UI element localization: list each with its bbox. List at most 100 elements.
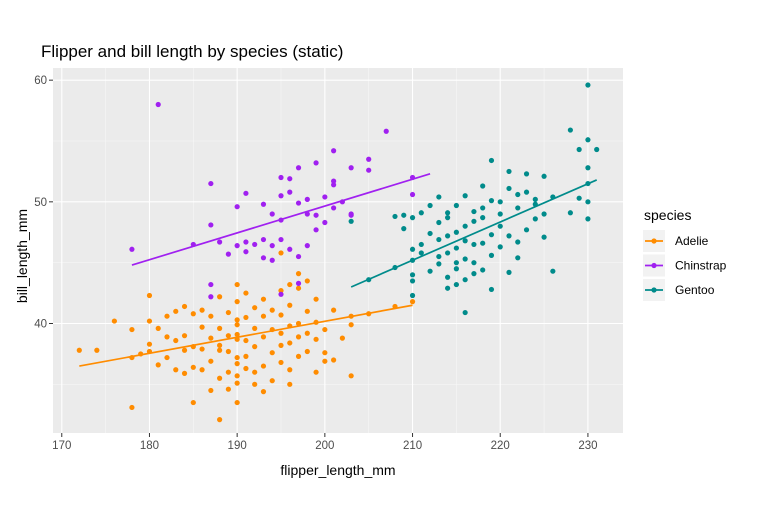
point-adelie — [287, 340, 293, 346]
point-gentoo — [480, 205, 486, 211]
point-adelie — [234, 281, 240, 288]
point-gentoo — [436, 219, 442, 226]
point-adelie — [278, 330, 284, 336]
point-gentoo — [506, 185, 512, 192]
point-chinstrap — [208, 294, 214, 300]
legend-title: species — [644, 207, 691, 223]
x-axis: 170 180 190 200 210 220 230 — [52, 433, 598, 452]
point-gentoo — [453, 202, 459, 209]
legend-item-chinstrap: Chinstrap — [643, 254, 727, 277]
point-gentoo — [436, 261, 442, 267]
point-adelie — [173, 337, 179, 344]
point-gentoo — [427, 202, 433, 209]
point-adelie — [146, 348, 153, 355]
point-gentoo — [532, 216, 538, 222]
point-gentoo — [515, 255, 521, 261]
point-gentoo — [392, 213, 398, 220]
legend-item-adelie: Adelie — [643, 230, 709, 252]
point-adelie — [409, 299, 416, 305]
point-gentoo — [576, 146, 582, 153]
point-adelie — [234, 373, 240, 379]
point-chinstrap — [269, 211, 275, 217]
point-gentoo — [409, 215, 416, 221]
fit-line-gentoo — [350, 179, 598, 288]
point-adelie — [322, 358, 328, 364]
y-axis: 40 50 60 — [34, 75, 53, 331]
point-adelie — [304, 330, 310, 336]
point-gentoo — [585, 216, 591, 222]
point-gentoo — [541, 211, 547, 217]
x-tick-label: 170 — [52, 440, 71, 452]
point-adelie — [278, 250, 284, 256]
legend-item-gentoo: Gentoo — [643, 279, 715, 301]
point-adelie — [260, 296, 267, 302]
point-gentoo — [488, 157, 495, 164]
x-axis-title: flipper_length_mm — [280, 462, 395, 478]
point-gentoo — [488, 198, 495, 204]
point-gentoo — [401, 226, 407, 232]
point-adelie — [366, 311, 372, 317]
point-adelie — [260, 313, 267, 319]
point-adelie — [234, 354, 240, 361]
point-adelie — [278, 342, 284, 348]
point-gentoo — [585, 199, 591, 205]
point-gentoo — [506, 168, 512, 175]
point-gentoo — [515, 205, 521, 211]
point-gentoo — [480, 183, 486, 189]
point-adelie — [208, 313, 214, 319]
point-adelie — [111, 318, 117, 324]
point-gentoo — [523, 189, 530, 195]
point-chinstrap — [208, 281, 214, 288]
point-adelie — [260, 389, 267, 395]
point-adelie — [260, 334, 267, 340]
point-gentoo — [532, 201, 538, 207]
point-adelie — [278, 359, 284, 366]
point-adelie — [225, 369, 231, 375]
point-adelie — [295, 285, 302, 291]
point-chinstrap — [278, 291, 284, 297]
point-chinstrap — [304, 196, 310, 202]
point-chinstrap — [313, 160, 319, 166]
point-gentoo — [462, 223, 468, 229]
point-adelie — [190, 399, 196, 406]
point-adelie — [181, 370, 188, 376]
point-adelie — [190, 311, 196, 317]
plot-panel — [53, 68, 623, 433]
point-gentoo — [409, 292, 416, 299]
point-chinstrap — [295, 280, 302, 286]
point-gentoo — [453, 266, 459, 272]
y-tick-label: 60 — [34, 75, 47, 87]
point-chinstrap — [409, 174, 416, 181]
point-adelie — [331, 357, 337, 363]
point-adelie — [313, 296, 319, 302]
point-adelie — [339, 335, 345, 341]
point-chinstrap — [331, 205, 337, 211]
point-gentoo — [409, 272, 416, 278]
point-gentoo — [585, 137, 591, 143]
point-gentoo — [497, 244, 503, 250]
point-adelie — [164, 313, 170, 319]
point-chinstrap — [366, 156, 372, 162]
point-adelie — [155, 325, 161, 331]
x-tick-label: 200 — [315, 440, 334, 452]
point-adelie — [225, 348, 231, 355]
point-adelie — [313, 336, 319, 342]
point-adelie — [331, 307, 337, 313]
point-gentoo — [445, 215, 451, 221]
point-chinstrap — [322, 194, 328, 200]
point-gentoo — [453, 229, 459, 235]
point-chinstrap — [278, 236, 284, 243]
point-adelie — [199, 367, 205, 373]
point-gentoo — [488, 232, 495, 238]
point-adelie — [260, 363, 267, 369]
point-adelie — [199, 324, 205, 330]
point-adelie — [252, 305, 258, 311]
point-adelie — [252, 344, 258, 350]
legend: species Adelie Chinstrap Gentoo — [643, 207, 727, 301]
point-chinstrap — [295, 165, 302, 171]
point-adelie — [173, 308, 179, 314]
point-gentoo — [506, 233, 512, 239]
point-adelie — [243, 290, 249, 296]
point-chinstrap — [243, 249, 249, 255]
point-chinstrap — [208, 222, 214, 228]
